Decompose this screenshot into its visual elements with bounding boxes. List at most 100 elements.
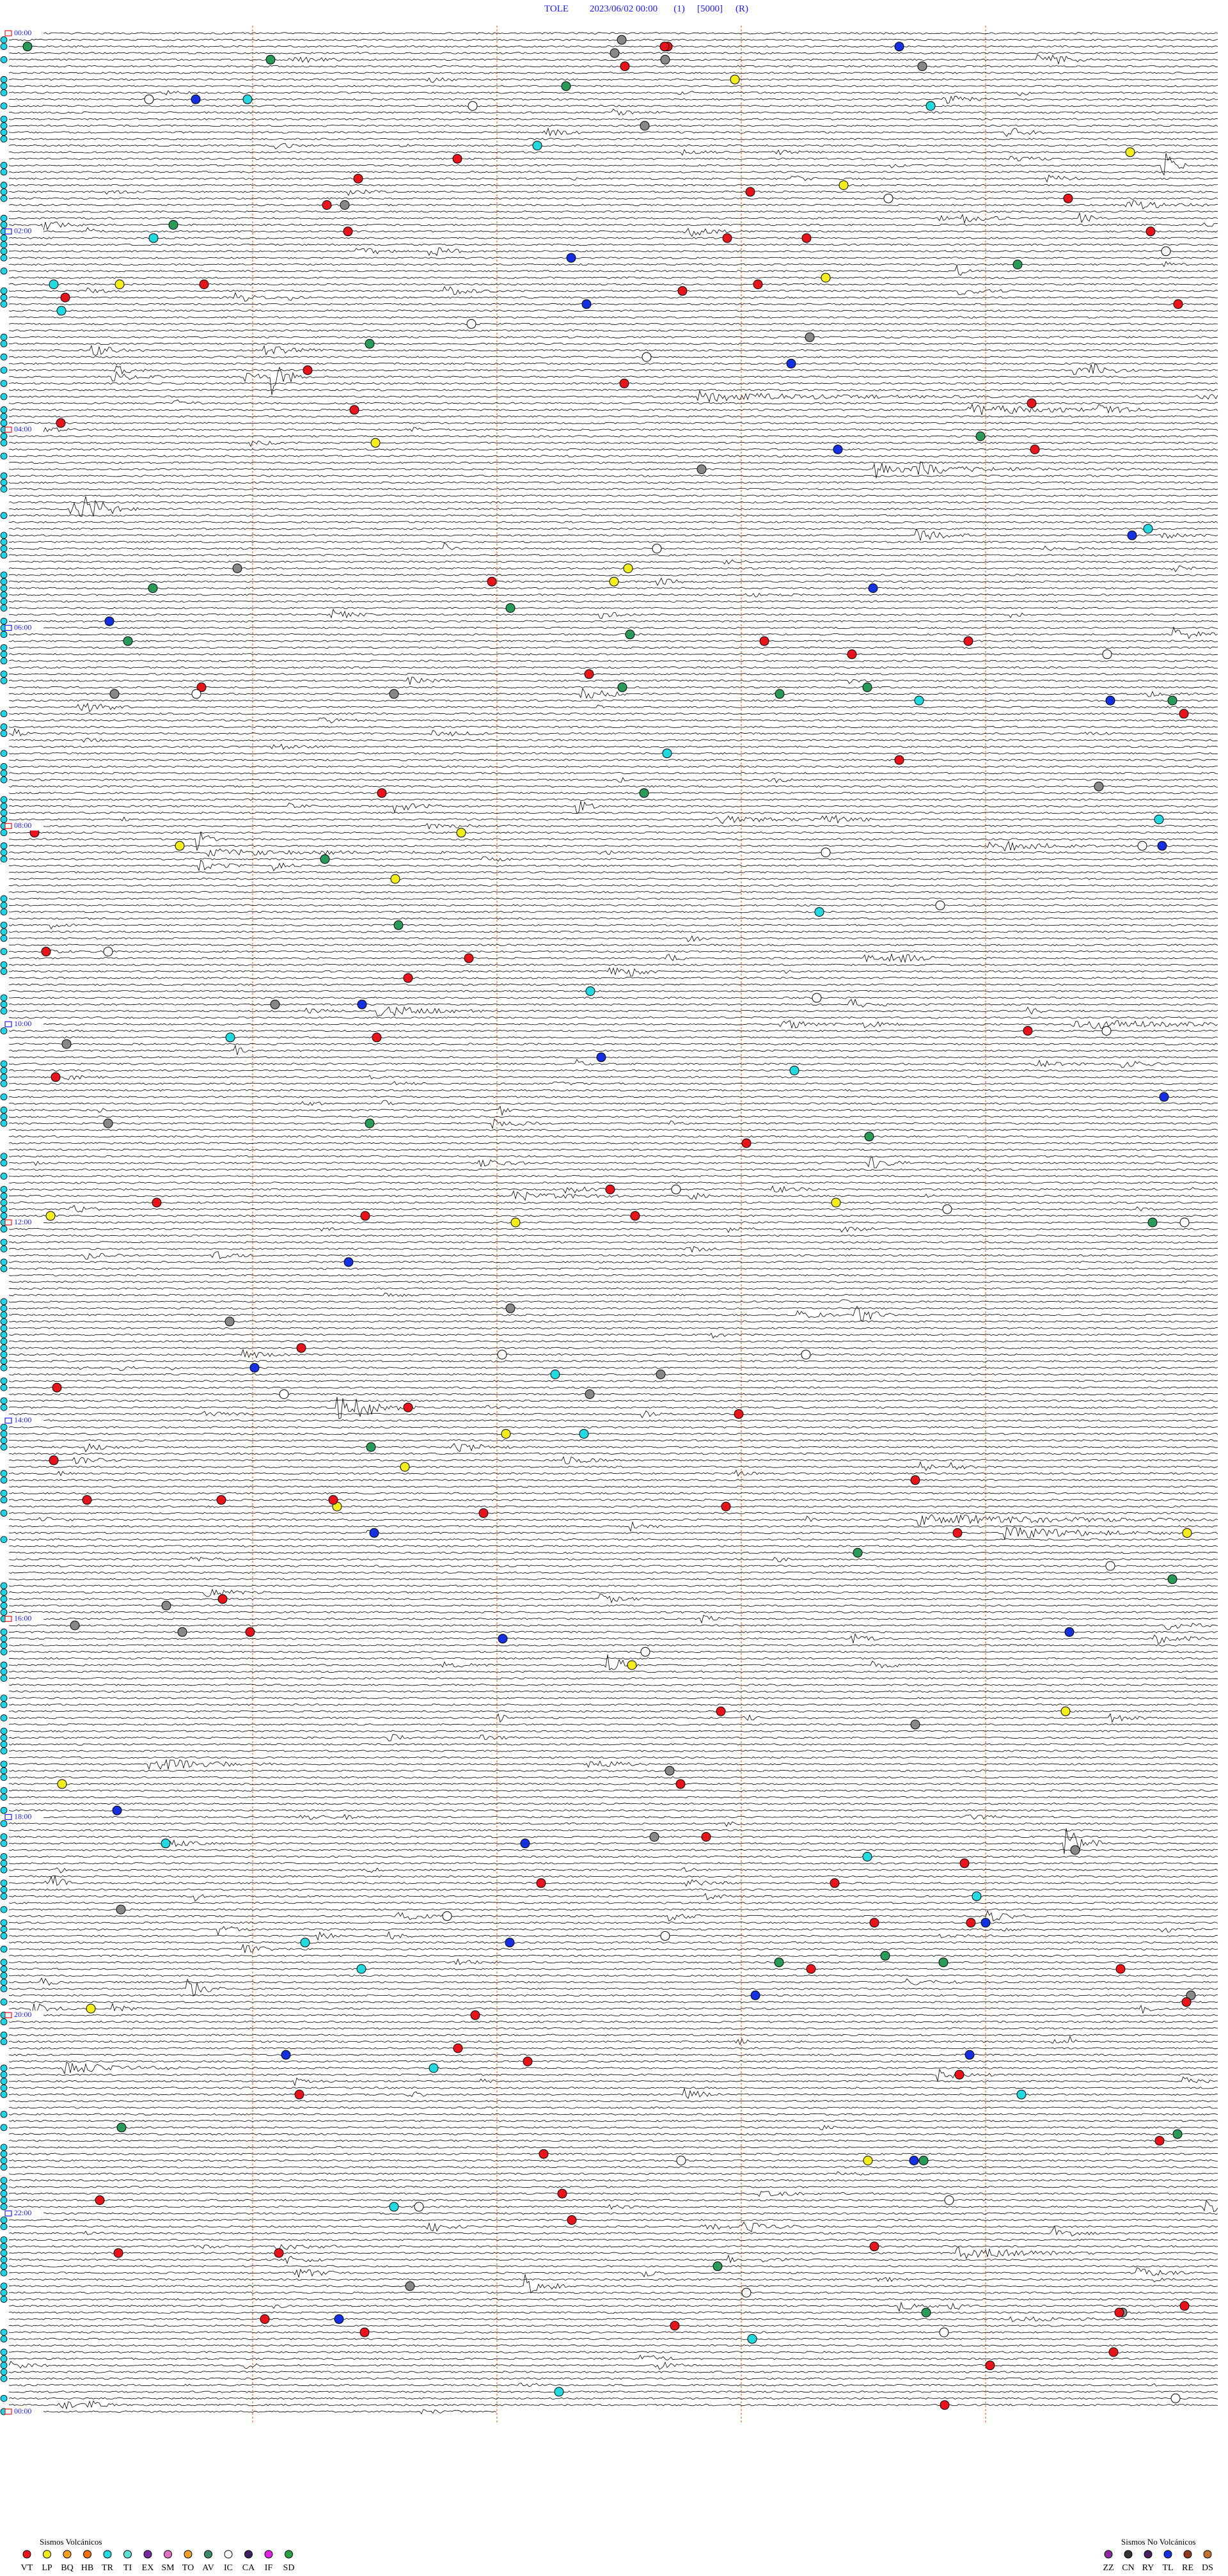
event-marker: [1105, 1561, 1115, 1571]
edge-marker: [0, 1727, 8, 1735]
event-marker: [452, 154, 462, 164]
event-marker: [1143, 524, 1153, 534]
trace: [8, 1551, 1218, 1554]
trace: [8, 1796, 1218, 1799]
event-marker: [716, 1706, 726, 1716]
trace: [8, 759, 1218, 761]
trace: [8, 890, 1218, 894]
trace: [8, 917, 1218, 920]
edge-marker: [0, 1668, 8, 1675]
trace: [8, 276, 1218, 279]
event-marker: [45, 1211, 56, 1221]
edge-marker: [0, 2177, 8, 2184]
trace: [8, 501, 1218, 504]
trace: [8, 1941, 1218, 1944]
edge-marker: [0, 1351, 8, 1358]
event-marker: [216, 1495, 226, 1505]
event-marker: [1137, 841, 1147, 851]
edge-marker: [0, 770, 8, 777]
edge-marker: [0, 1648, 8, 1655]
edge-marker: [0, 1027, 8, 1034]
edge-marker: [0, 2110, 8, 2118]
event-marker: [952, 1528, 963, 1538]
time-label-bg: [8, 2011, 43, 2020]
trace: [8, 2062, 1218, 2075]
edge-marker: [0, 1806, 8, 1814]
trace: [8, 1650, 1218, 1654]
trace: [8, 342, 1218, 345]
event-marker: [403, 973, 413, 983]
edge-marker: [0, 56, 8, 63]
event-marker: [954, 2069, 964, 2080]
edge-marker: [0, 267, 8, 275]
edge-marker: [0, 36, 8, 43]
event-marker: [1094, 781, 1104, 791]
trace: [8, 2027, 1218, 2030]
trace: [8, 1105, 1218, 1116]
event-marker: [670, 2321, 680, 2331]
event-marker: [232, 564, 242, 573]
edge-marker: [0, 604, 8, 612]
time-label-box: [4, 1418, 12, 1424]
event-marker: [910, 1719, 920, 1730]
event-marker: [959, 1858, 970, 1869]
trace: [8, 2133, 1218, 2135]
edge-marker: [0, 1860, 8, 1867]
trace: [8, 127, 1218, 137]
event-marker: [980, 1918, 991, 1928]
trace: [8, 1867, 1218, 1874]
trace: [8, 455, 1218, 457]
edge-marker: [0, 2031, 8, 2039]
trace: [8, 1075, 1218, 1080]
edge-marker: [0, 413, 8, 420]
trace: [8, 801, 1218, 814]
time-label-box: [4, 2012, 12, 2018]
event-marker: [161, 1600, 171, 1611]
trace: [8, 265, 1218, 276]
edge-marker: [0, 1185, 8, 1193]
event-marker: [1012, 260, 1023, 269]
trace: [8, 1100, 1218, 1106]
event-marker: [334, 2314, 344, 2324]
event-marker: [343, 1257, 354, 1267]
trace: [8, 660, 1218, 662]
trace: [8, 521, 1218, 524]
event-marker: [328, 1495, 338, 1505]
edge-marker: [0, 1060, 8, 1068]
edge-marker: [0, 571, 8, 579]
event-marker: [964, 2050, 975, 2060]
time-labels: 00:00 02:00 04:00 06:00 08:00 10:00 12:00 14:00…: [4, 28, 43, 2416]
trace: [9, 1512, 1218, 1515]
edge-marker: [0, 1628, 8, 1636]
edge-marker: [0, 1298, 8, 1306]
trace: [8, 1045, 1218, 1055]
event-marker: [677, 286, 688, 296]
edge-marker: [0, 2223, 8, 2231]
trace: [8, 1456, 1218, 1465]
trace: [8, 1588, 1218, 1597]
edge-marker: [0, 432, 8, 440]
edge-marker: [0, 1979, 8, 1986]
event-marker: [671, 1184, 681, 1194]
trace: [8, 2225, 1218, 2237]
edge-marker: [0, 1153, 8, 1160]
edge-marker: [0, 670, 8, 678]
event-marker: [429, 2063, 439, 2073]
event-marker: [610, 48, 620, 58]
time-label: 08:00: [14, 821, 31, 830]
edge-marker: [0, 367, 8, 374]
trace: [8, 1622, 1218, 1631]
trace: [8, 448, 1218, 451]
trace: [8, 1654, 1218, 1671]
trace: [8, 1677, 1218, 1680]
event-marker: [925, 101, 936, 111]
legend-swatch: [83, 2550, 91, 2559]
trace: [8, 626, 1218, 629]
edge-marker: [0, 617, 8, 625]
event-marker: [1159, 1092, 1169, 1102]
edge-marker: [0, 1741, 8, 1748]
event-marker: [557, 2188, 567, 2199]
edge-marker: [0, 1470, 8, 1477]
edge-marker: [0, 2328, 8, 2336]
event-marker: [405, 2281, 415, 2291]
